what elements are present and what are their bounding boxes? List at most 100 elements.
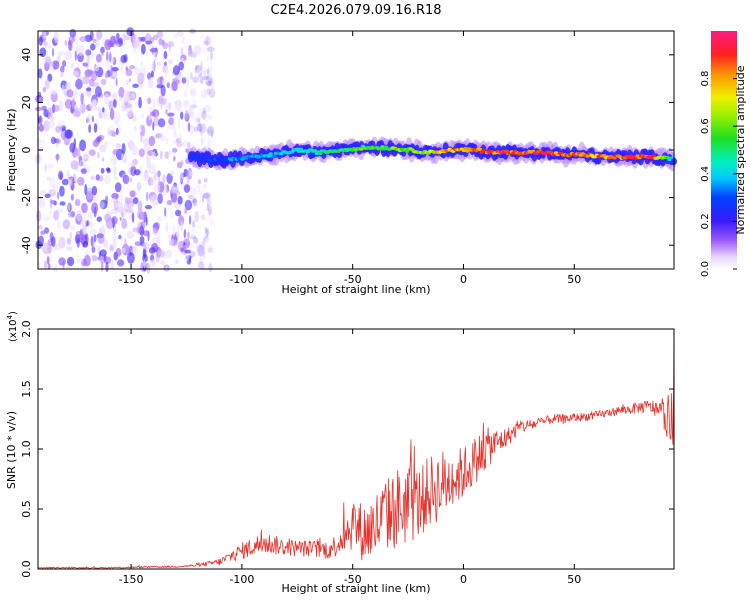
- noise-speckle: [91, 185, 98, 196]
- noise-speckle: [199, 256, 203, 264]
- noise-speckle: [104, 39, 112, 51]
- noise-speckle: [45, 78, 50, 90]
- noise-speckle: [201, 248, 205, 254]
- noise-speckle: [173, 132, 178, 139]
- noise-speckle: [42, 139, 45, 145]
- noise-speckle: [79, 159, 88, 168]
- noise-speckle: [140, 113, 145, 119]
- noise-speckle: [159, 134, 166, 142]
- colorbar-ticks: 0.0 0.2 0.4 0.6 0.8: [700, 71, 737, 277]
- snr-multiplier: (x104): [6, 311, 19, 342]
- noise-speckle: [156, 31, 164, 38]
- noise-speckle: [94, 86, 102, 98]
- noise-speckle: [207, 78, 212, 85]
- noise-speckle: [113, 165, 117, 177]
- noise-speckle: [202, 250, 206, 259]
- noise-speckle: [93, 123, 98, 133]
- noise-speckle: [151, 242, 159, 253]
- noise-speckle: [190, 235, 197, 240]
- noise-speckle: [168, 117, 175, 126]
- noise-speckle: [179, 172, 184, 183]
- noise-speckle: [203, 40, 209, 46]
- noise-speckle: [173, 103, 179, 110]
- noise-speckle: [124, 196, 129, 204]
- noise-speckle: [205, 133, 210, 138]
- noise-speckle: [176, 31, 185, 37]
- noise-speckle: [157, 232, 161, 243]
- snr-xtick-label: -150: [119, 573, 144, 586]
- noise-speckle: [59, 201, 66, 206]
- noise-speckle: [66, 89, 74, 98]
- noise-speckle: [51, 236, 56, 247]
- noise-speckle: [71, 97, 76, 110]
- noise-speckle: [57, 191, 60, 200]
- noise-speckle: [165, 137, 168, 145]
- noise-speckle: [38, 124, 45, 132]
- noise-speckle: [196, 183, 200, 189]
- noise-speckle: [121, 143, 126, 155]
- noise-speckle: [47, 107, 53, 117]
- noise-speckle: [84, 249, 90, 256]
- noise-speckle: [124, 237, 127, 250]
- noise-speckle: [117, 111, 121, 123]
- noise-speckle: [184, 89, 187, 98]
- noise-speckle: [202, 70, 207, 76]
- noise-speckle: [180, 111, 184, 120]
- noise-speckle: [208, 205, 212, 216]
- noise-speckle: [197, 74, 200, 81]
- noise-speckle: [149, 48, 158, 53]
- chart-title: C2E4.2026.079.09.16.R18: [270, 3, 441, 18]
- noise-speckle: [114, 202, 120, 208]
- noise-speckle: [68, 39, 72, 51]
- noise-speckle: [59, 123, 63, 134]
- noise-speckle: [192, 76, 199, 84]
- noise-speckle: [138, 96, 142, 109]
- noise-speckle: [195, 65, 199, 71]
- noise-speckle: [187, 141, 191, 149]
- noise-speckle: [203, 177, 208, 183]
- noise-speckle: [82, 62, 88, 67]
- noise-speckle: [70, 62, 75, 69]
- noise-speckle: [125, 208, 133, 213]
- noise-speckle: [172, 119, 176, 128]
- noise-speckle: [125, 105, 134, 118]
- noise-speckle: [182, 101, 190, 108]
- noise-speckle: [181, 36, 185, 45]
- noise-speckle: [83, 254, 91, 267]
- noise-speckle: [191, 215, 195, 227]
- noise-speckle: [180, 47, 184, 56]
- noise-speckle: [109, 51, 112, 63]
- noise-speckle: [196, 123, 203, 132]
- snr-panel: -150 -100 -50 0 50 0.0 0.5 1.0 1.5 2.0 Height of …: [5, 311, 675, 595]
- snr-ytick-label: 1.5: [20, 380, 33, 398]
- noise-speckle: [166, 249, 172, 259]
- noise-speckle: [158, 177, 161, 185]
- noise-speckle: [198, 80, 205, 86]
- noise-speckle: [189, 251, 196, 258]
- colorbar-label: Normalized spectral amplitude: [734, 65, 747, 234]
- noise-speckle: [80, 161, 84, 166]
- noise-speckle: [111, 216, 118, 225]
- noise-speckle: [106, 168, 111, 174]
- noise-speckle: [189, 88, 197, 97]
- spectrogram-ylabel: Frequency (Hz): [5, 109, 18, 192]
- noise-speckle: [195, 118, 200, 123]
- noise-speckle: [162, 42, 169, 50]
- spectrogram-ytick-label: -20: [20, 189, 33, 207]
- noise-speckle: [188, 195, 194, 200]
- noise-speckle: [43, 260, 48, 269]
- noise-speckle: [175, 209, 182, 217]
- noise-speckle: [142, 254, 148, 263]
- noise-speckle: [72, 110, 81, 117]
- noise-speckle: [77, 147, 81, 160]
- noise-speckle: [201, 135, 206, 144]
- noise-speckle: [208, 262, 213, 273]
- noise-speckle: [196, 214, 203, 219]
- noise-speckle: [170, 192, 178, 203]
- noise-speckle: [172, 225, 176, 237]
- noise-speckle: [204, 89, 212, 96]
- noise-speckle: [146, 50, 149, 57]
- noise-speckle: [164, 207, 167, 217]
- noise-speckle: [160, 259, 166, 266]
- noise-speckle: [142, 125, 145, 137]
